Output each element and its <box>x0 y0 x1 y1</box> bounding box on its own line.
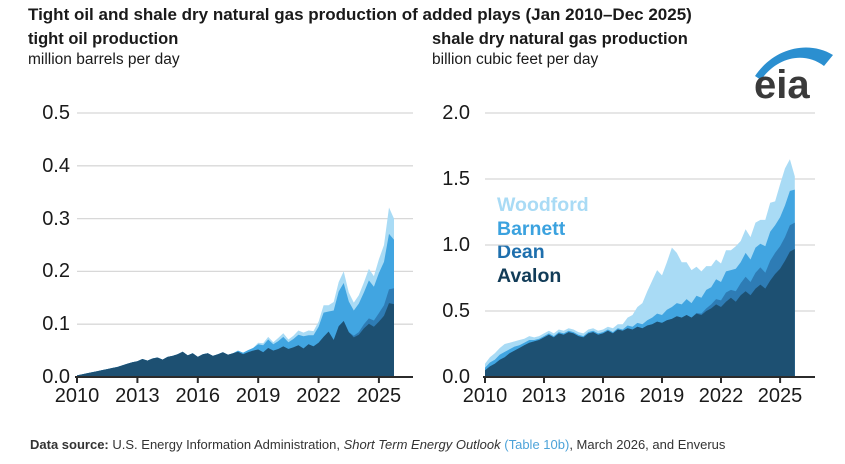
figure-title: Tight oil and shale dry natural gas prod… <box>28 5 692 24</box>
legend-item-barnett: Barnett <box>497 217 566 240</box>
y-axis-label: 0.0 <box>42 366 70 388</box>
y-axis-label: 0.5 <box>442 300 470 322</box>
footer-text: Data source: <box>30 437 113 452</box>
footer-text: U.S. Energy Information Administration, <box>112 437 344 452</box>
footer-text: , March 2026, and Enverus <box>569 437 726 452</box>
y-axis-label: 0.0 <box>442 366 470 388</box>
tight-oil-chart <box>75 112 413 383</box>
data-source-note: Data source: U.S. Energy Information Adm… <box>30 437 725 452</box>
legend-item-woodford: Woodford <box>497 194 589 216</box>
x-axis-label: 2016 <box>580 385 626 407</box>
legend-item-dean: Dean <box>497 241 545 263</box>
shale-gas-chart <box>483 112 815 383</box>
right-chart-title: shale dry natural gas production <box>432 30 688 48</box>
y-axis-label: 0.5 <box>42 102 70 124</box>
table-10b-link[interactable]: (Table 10b) <box>504 437 570 452</box>
x-axis-label: 2013 <box>115 385 160 407</box>
x-axis-label: 2019 <box>639 385 685 407</box>
y-axis-label: 0.4 <box>42 154 70 177</box>
left-chart-unit: million barrels per day <box>28 51 180 68</box>
legend-item-avalon: Avalon <box>497 264 562 287</box>
x-axis-label: 2019 <box>235 385 281 407</box>
series-avalon-area <box>77 303 394 377</box>
chart-legend: Woodford Barnett Dean Avalon <box>497 194 589 288</box>
x-axis-label: 2013 <box>521 385 567 407</box>
x-axis-label: 2010 <box>54 385 100 407</box>
y-axis-label: 0.3 <box>42 207 70 230</box>
x-axis-label: 2025 <box>356 385 402 407</box>
eia-logo-swoosh <box>755 47 833 80</box>
series-barnett-area <box>77 233 394 377</box>
eia-logo-text: eia <box>754 63 810 104</box>
left-chart-title: tight oil production <box>28 30 179 48</box>
y-axis-label: 0.2 <box>42 260 70 283</box>
y-axis-label: 1.0 <box>442 234 470 256</box>
x-axis-label: 2022 <box>698 385 744 407</box>
x-axis-label: 2022 <box>296 385 341 407</box>
series-avalon-area <box>485 249 795 377</box>
eia-logo: eia <box>752 42 836 107</box>
y-axis-label: 0.1 <box>42 313 70 336</box>
x-axis-label: 2010 <box>462 385 508 407</box>
y-axis-label: 1.5 <box>442 168 470 190</box>
y-axis-label: 2.0 <box>442 102 470 124</box>
x-axis-label: 2016 <box>175 385 221 407</box>
x-axis-label: 2025 <box>757 385 803 407</box>
footer-text: Short Term Energy Outlook <box>343 437 501 452</box>
right-chart-unit: billion cubic feet per day <box>432 51 599 68</box>
